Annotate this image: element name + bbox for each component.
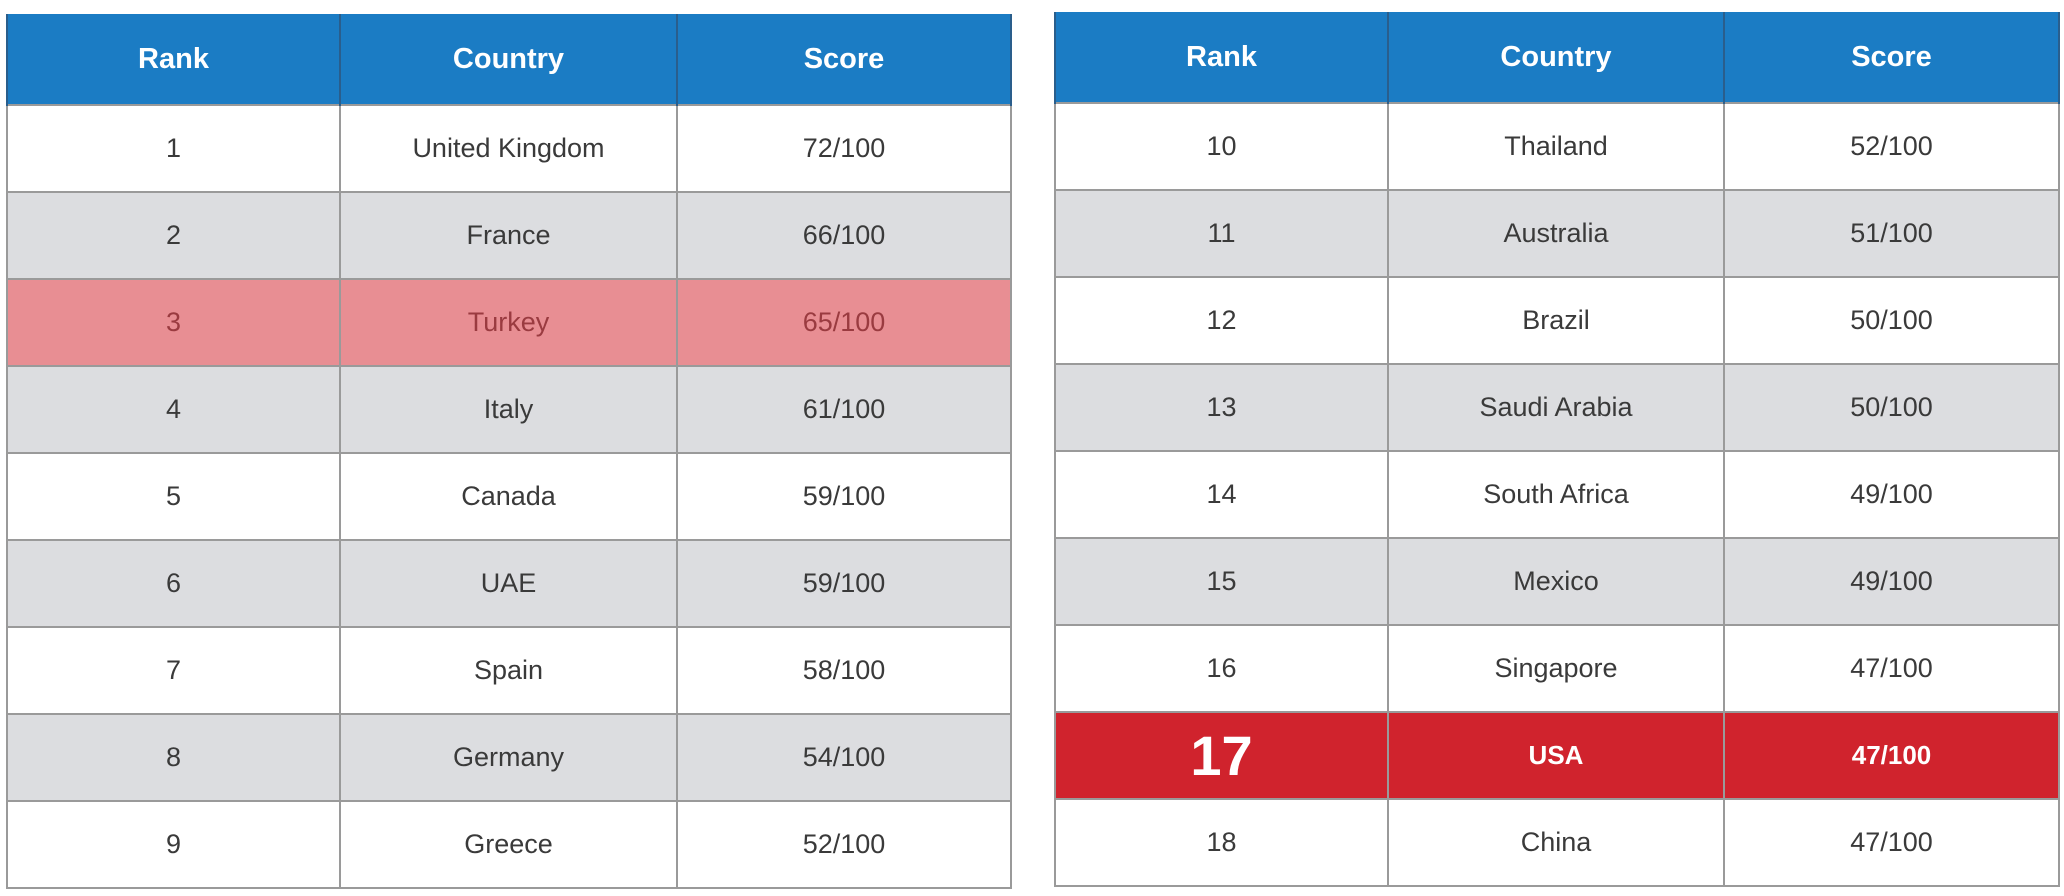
table-row: 12 Brazil 50/100: [1054, 276, 2060, 365]
score-cell: 66/100: [676, 191, 1012, 280]
country-cell: Australia: [1387, 189, 1725, 278]
country-cell: Italy: [339, 365, 678, 454]
table-row: 4 Italy 61/100: [6, 365, 1012, 454]
country-cell: Saudi Arabia: [1387, 363, 1725, 452]
country-cell: Mexico: [1387, 537, 1725, 626]
table-row: 9 Greece 52/100: [6, 800, 1012, 889]
country-cell: Greece: [339, 800, 678, 889]
country-cell: USA: [1387, 711, 1725, 800]
header-rank: Rank: [6, 14, 341, 105]
score-cell: 54/100: [676, 713, 1012, 802]
table-row: 1 United Kingdom 72/100: [6, 104, 1012, 193]
rank-cell: 15: [1054, 537, 1389, 626]
ranking-table-left: Rank Country Score 1 United Kingdom 72/1…: [6, 14, 1012, 889]
country-cell: Turkey: [339, 278, 678, 367]
rank-cell: 7: [6, 626, 341, 715]
table-row: 13 Saudi Arabia 50/100: [1054, 363, 2060, 452]
country-cell: South Africa: [1387, 450, 1725, 539]
country-cell: Germany: [339, 713, 678, 802]
rank-cell: 18: [1054, 798, 1389, 887]
score-cell: 47/100: [1723, 711, 2060, 800]
header-row: Rank Country Score: [1054, 12, 2060, 103]
table-row: 10 Thailand 52/100: [1054, 102, 2060, 191]
score-cell: 50/100: [1723, 363, 2060, 452]
country-cell: Spain: [339, 626, 678, 715]
rank-cell: 9: [6, 800, 341, 889]
table-row: 6 UAE 59/100: [6, 539, 1012, 628]
country-cell: Thailand: [1387, 102, 1725, 191]
score-cell: 52/100: [1723, 102, 2060, 191]
rank-cell: 11: [1054, 189, 1389, 278]
rank-cell: 3: [6, 278, 341, 367]
rank-cell: 12: [1054, 276, 1389, 365]
table-row: 5 Canada 59/100: [6, 452, 1012, 541]
header-score: Score: [1723, 12, 2060, 103]
table-row: 18 China 47/100: [1054, 798, 2060, 887]
score-cell: 58/100: [676, 626, 1012, 715]
table-row: 16 Singapore 47/100: [1054, 624, 2060, 713]
country-cell: China: [1387, 798, 1725, 887]
country-cell: United Kingdom: [339, 104, 678, 193]
country-cell: France: [339, 191, 678, 280]
ranking-table-right: Rank Country Score 10 Thailand 52/100 11…: [1054, 12, 2060, 887]
header-score: Score: [676, 14, 1012, 105]
score-cell: 59/100: [676, 539, 1012, 628]
score-cell: 49/100: [1723, 450, 2060, 539]
rank-cell: 14: [1054, 450, 1389, 539]
table-row: 11 Australia 51/100: [1054, 189, 2060, 278]
table-row: 3 Turkey 65/100: [6, 278, 1012, 367]
rank-cell: 17: [1054, 711, 1389, 800]
header-country: Country: [1387, 12, 1725, 103]
score-cell: 65/100: [676, 278, 1012, 367]
score-cell: 61/100: [676, 365, 1012, 454]
score-cell: 72/100: [676, 104, 1012, 193]
score-cell: 59/100: [676, 452, 1012, 541]
table-row: 2 France 66/100: [6, 191, 1012, 280]
table-row: 15 Mexico 49/100: [1054, 537, 2060, 626]
country-cell: UAE: [339, 539, 678, 628]
rank-cell: 5: [6, 452, 341, 541]
table-row: 14 South Africa 49/100: [1054, 450, 2060, 539]
score-cell: 51/100: [1723, 189, 2060, 278]
rank-cell: 4: [6, 365, 341, 454]
country-cell: Singapore: [1387, 624, 1725, 713]
rank-cell: 10: [1054, 102, 1389, 191]
header-row: Rank Country Score: [6, 14, 1012, 105]
table-row: 8 Germany 54/100: [6, 713, 1012, 802]
score-cell: 52/100: [676, 800, 1012, 889]
table-row: 7 Spain 58/100: [6, 626, 1012, 715]
rank-cell: 16: [1054, 624, 1389, 713]
score-cell: 47/100: [1723, 798, 2060, 887]
score-cell: 47/100: [1723, 624, 2060, 713]
country-cell: Brazil: [1387, 276, 1725, 365]
rank-cell: 2: [6, 191, 341, 280]
rank-cell: 1: [6, 104, 341, 193]
score-cell: 50/100: [1723, 276, 2060, 365]
rank-cell: 13: [1054, 363, 1389, 452]
country-cell: Canada: [339, 452, 678, 541]
header-rank: Rank: [1054, 12, 1389, 103]
rank-cell: 8: [6, 713, 341, 802]
header-country: Country: [339, 14, 678, 105]
rank-cell: 6: [6, 539, 341, 628]
table-row: 17 USA 47/100: [1054, 711, 2060, 800]
score-cell: 49/100: [1723, 537, 2060, 626]
